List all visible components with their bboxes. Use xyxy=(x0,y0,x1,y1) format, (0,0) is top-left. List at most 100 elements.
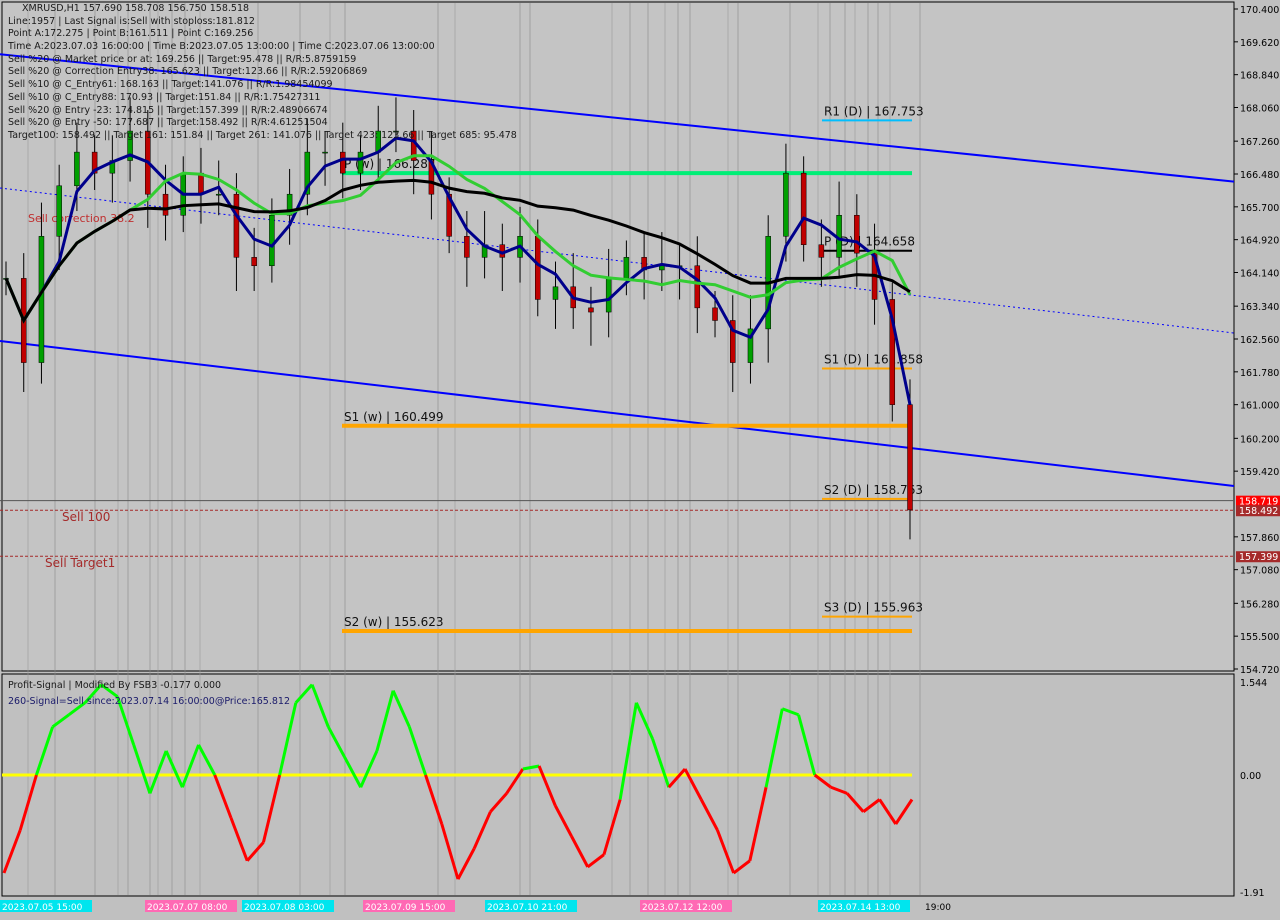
price-tick-label: 161.000 xyxy=(1240,401,1279,412)
price-tick-label: 154.720 xyxy=(1240,665,1279,676)
time-label: 19:00 xyxy=(925,903,951,913)
oscillator-tick-label: 0.00 xyxy=(1240,771,1261,782)
pivot-level-label: S1 (w) | 160.499 xyxy=(344,410,444,424)
price-tag-label: 158.719 xyxy=(1239,497,1278,508)
candle xyxy=(393,130,399,133)
oscillator-segment xyxy=(683,768,703,801)
candle xyxy=(198,172,204,195)
price-panel xyxy=(1,1,1235,672)
price-tick-label: 156.280 xyxy=(1240,599,1279,610)
time-label: 2023.07.12 12:00 xyxy=(642,903,723,913)
candle xyxy=(535,236,541,300)
oscillator-segment xyxy=(716,829,736,874)
pivot-level-label: P (D) | 164.658 xyxy=(824,235,915,249)
symbol-ohlc: XMRUSD,H1 157.690 158.708 156.750 158.51… xyxy=(22,3,250,14)
info-line: Sell %10 @ C_Entry88: 170.93 || Target:1… xyxy=(8,91,321,103)
candle xyxy=(304,151,311,195)
time-label-bg xyxy=(640,900,732,912)
time-label-bg xyxy=(0,900,92,912)
candle xyxy=(162,193,169,216)
time-label: 2023.07.14 13:00 xyxy=(820,903,901,913)
oscillator-segment xyxy=(634,702,654,740)
candle xyxy=(818,244,825,258)
oscillator-segment xyxy=(830,785,848,795)
correction-label: Sell correction 38.2 xyxy=(28,212,135,225)
time-label-bg xyxy=(818,900,910,912)
candle xyxy=(889,299,896,405)
oscillator-segment xyxy=(261,774,282,843)
oscillator-segment xyxy=(246,841,265,862)
oscillator-segment xyxy=(310,684,330,728)
info-line: Sell %20 @ Entry -23: 174.815 || Target:… xyxy=(8,104,328,116)
oscillator-segment xyxy=(570,835,590,868)
oscillator-segment xyxy=(278,702,298,776)
oscillator-segment xyxy=(51,713,70,729)
price-tick-label: 165.700 xyxy=(1240,203,1279,214)
oscillator-segment xyxy=(148,750,168,794)
price-tag-label: 157.399 xyxy=(1239,552,1278,563)
oscillator-segment xyxy=(83,683,103,704)
candle xyxy=(74,151,80,187)
oscillator-segment xyxy=(229,817,249,862)
oscillator-segment xyxy=(797,714,817,776)
oscillator-segment xyxy=(213,774,233,819)
candle xyxy=(269,215,275,267)
price-tick-label: 162.560 xyxy=(1240,335,1279,346)
mid-ma-line xyxy=(4,154,912,324)
oscillator-segment xyxy=(878,798,898,825)
oscillator-segment xyxy=(472,811,492,850)
time-label: 2023.07.09 15:00 xyxy=(365,903,446,913)
candle xyxy=(552,286,559,300)
time-label: 2023.07.05 15:00 xyxy=(2,903,83,913)
info-line: Target100: 158.492 || Target 161: 151.84… xyxy=(8,129,517,141)
price-tick-label: 168.840 xyxy=(1240,71,1279,82)
oscillator-segment xyxy=(586,853,605,869)
oscillator-info: Profit-Signal | Modified By FSB3 -0.177 … xyxy=(8,678,290,710)
candle xyxy=(623,257,630,279)
info-line: Time A:2023.07.03 16:00:00 | Time B:2023… xyxy=(8,41,435,53)
candle xyxy=(56,185,62,237)
price-tick-label: 155.500 xyxy=(1240,632,1279,643)
oscillator-segment xyxy=(343,756,363,788)
channel-mid-line xyxy=(0,187,1235,334)
time-label-bg xyxy=(145,900,237,912)
fast-ma-line xyxy=(4,136,912,405)
oscillator-segment xyxy=(764,708,784,788)
oscillator-segment xyxy=(651,738,671,788)
oscillator-segment xyxy=(489,792,508,813)
target-label: Sell 100 xyxy=(62,510,110,524)
candle xyxy=(694,265,701,309)
channel-upper-line xyxy=(0,53,1235,183)
oscillator-segment xyxy=(294,683,314,704)
candle xyxy=(729,320,736,363)
candle xyxy=(38,236,45,363)
info-line: Sell %20 @ Market price or at: 169.256 |… xyxy=(8,53,357,65)
oscillator-segment xyxy=(894,798,914,825)
oscillator-segment xyxy=(326,726,346,758)
candle xyxy=(783,172,789,237)
oscillator-panel xyxy=(1,673,1235,897)
oscillator-segment xyxy=(618,702,638,800)
candle xyxy=(605,278,612,313)
price-tick-label: 161.780 xyxy=(1240,368,1279,379)
candle xyxy=(712,307,718,321)
oscillator-segment xyxy=(553,804,573,837)
oscillator-segment xyxy=(132,744,152,794)
channel-lower-line xyxy=(0,340,1235,487)
oscillator-segment xyxy=(391,690,411,728)
price-tick-label: 159.420 xyxy=(1240,467,1279,478)
pivot-level-label: S2 (w) | 155.623 xyxy=(344,615,444,629)
oscillator-segment xyxy=(67,701,86,716)
oscillator-segment xyxy=(164,750,184,788)
price-tick-label: 168.060 xyxy=(1240,103,1279,114)
info-line: Sell %10 @ C_Entry61: 168.163 || Target:… xyxy=(8,79,333,91)
oscillator-segment xyxy=(18,774,38,831)
price-tick-label: 163.340 xyxy=(1240,302,1279,313)
oscillator-segment xyxy=(781,707,800,717)
candle xyxy=(854,215,860,254)
oscillator-segment xyxy=(35,726,55,776)
price-tick-label: 170.400 xyxy=(1240,5,1279,16)
candle xyxy=(800,172,807,245)
candle xyxy=(251,257,257,267)
oscillator-segment xyxy=(375,690,395,752)
